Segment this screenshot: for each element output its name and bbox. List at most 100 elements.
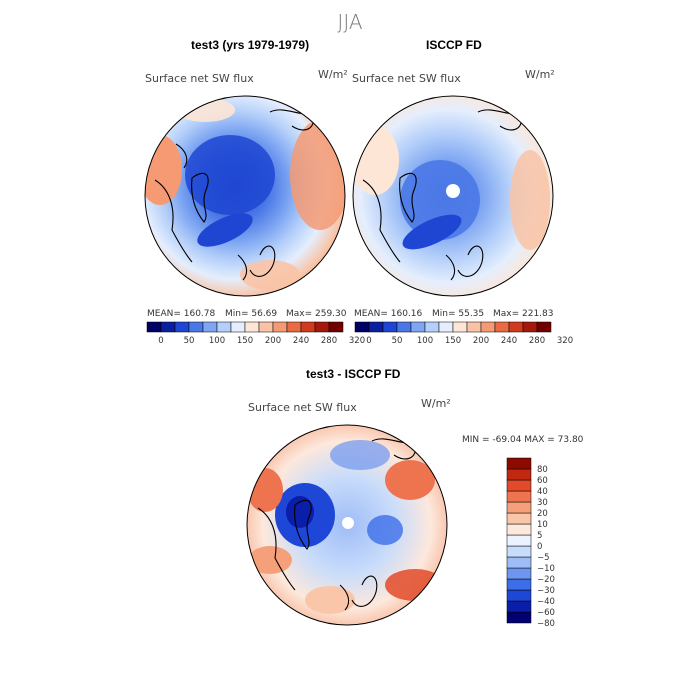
colorbar3-swatch (506, 523, 532, 536)
colorbar3-swatch (506, 501, 532, 514)
colorbar2-swatch (410, 321, 426, 333)
panel2-min: Min= 55.35 (432, 309, 485, 319)
panel1-units: W/m² (318, 68, 348, 81)
colorbar1-swatch (244, 321, 260, 333)
colorbar1-swatch (146, 321, 162, 333)
colorbar3-tick-label: −80 (537, 619, 555, 629)
colorbar2-swatch (354, 321, 370, 333)
colorbar2-swatch (480, 321, 496, 333)
colorbar1-swatch (216, 321, 232, 333)
colorbar2-tick-label: 240 (501, 336, 517, 346)
colorbar2-tick-label: 100 (417, 336, 433, 346)
colorbar3-tick-label: −60 (537, 608, 555, 618)
colorbar1-tick-label: 150 (237, 336, 253, 346)
map2-blobs (353, 125, 550, 250)
colorbar1-swatch (174, 321, 190, 333)
panel1-title: test3 (yrs 1979-1979) (191, 38, 310, 52)
colorbar2-swatch (368, 321, 384, 333)
colorbar2-swatch (396, 321, 412, 333)
colorbar1: 0 50 100 150 200 240 280 320 (146, 321, 365, 346)
panel1-min: Min= 56.69 (225, 309, 278, 319)
panel1-max: Max= 259.30 (286, 309, 347, 319)
map2-border (352, 95, 554, 297)
colorbar3-swatch (506, 512, 532, 525)
map1-border (144, 95, 346, 297)
colorbar1-swatch (188, 321, 204, 333)
colorbar2-tick-label: 50 (392, 336, 403, 346)
panel2-variable: Surface net SW flux (352, 72, 461, 85)
colorbar3-tick-label: 5 (537, 531, 542, 541)
colorbar2-swatch (452, 321, 468, 333)
colorbar2-tick-label: 320 (557, 336, 573, 346)
colorbar1-swatch (314, 321, 330, 333)
colorbar2-tick-label: 150 (445, 336, 461, 346)
season-title: JJA (337, 10, 363, 34)
panel3-range: MIN = -69.04 MAX = 73.80 (462, 435, 584, 445)
colorbar3-tick-label: −30 (537, 586, 555, 596)
colorbar1-tick-label: 240 (293, 336, 309, 346)
colorbar2-swatch (424, 321, 440, 333)
colorbar3-tick-label: 20 (537, 509, 548, 519)
colorbar2-swatch (508, 321, 524, 333)
colorbar3-swatch (506, 490, 532, 503)
colorbar3-swatch (506, 545, 532, 558)
panel2-units: W/m² (525, 68, 555, 81)
colorbar1-tick-label: 200 (265, 336, 281, 346)
colorbar3-tick-label: −20 (537, 575, 555, 585)
colorbar3-tick-label: 30 (537, 498, 548, 508)
colorbar3-swatch (506, 556, 532, 569)
colorbar3-swatch (506, 468, 532, 481)
panel3-title: test3 - ISCCP FD (306, 367, 401, 381)
colorbar3-swatch (506, 611, 532, 624)
colorbar1-swatch (202, 321, 218, 333)
colorbar3-tick-label: 40 (537, 487, 548, 497)
colorbar3-swatch (506, 567, 532, 580)
panel2-max: Max= 221.83 (493, 309, 554, 319)
colorbar2-swatch (466, 321, 482, 333)
colorbar1-tick-label: 280 (321, 336, 337, 346)
colorbar1-swatch (272, 321, 288, 333)
map3-panel (246, 424, 448, 626)
colorbar2-tick-label: 280 (529, 336, 545, 346)
colorbar3-tick-label: 0 (537, 542, 542, 552)
map3-blobs (247, 440, 445, 614)
colorbar3-swatch (506, 600, 532, 613)
panel3-units: W/m² (421, 397, 451, 410)
colorbar2-tick-label: 200 (473, 336, 489, 346)
colorbar2-swatch (536, 321, 552, 333)
colorbar3-swatch (506, 457, 532, 470)
colorbar2-swatch (494, 321, 510, 333)
colorbar2-swatch (438, 321, 454, 333)
colorbar1-tick-label: 320 (349, 336, 365, 346)
colorbar2: 0 50 100 150 200 240 280 320 (354, 321, 573, 346)
colorbar3-tick-label: −5 (537, 553, 550, 563)
colorbar1-swatch (230, 321, 246, 333)
colorbar1-tick-label: 50 (184, 336, 195, 346)
colorbar3-tick-label: −10 (537, 564, 555, 574)
colorbar3-tick-label: 10 (537, 520, 548, 530)
panel3-variable: Surface net SW flux (248, 401, 357, 414)
map1-blobs (145, 98, 345, 290)
map1-panel (144, 95, 346, 297)
colorbar3-swatch (506, 578, 532, 591)
colorbar2-swatch (382, 321, 398, 333)
colorbar3-swatch (506, 479, 532, 492)
colorbar3-tick-label: 60 (537, 476, 548, 486)
panel2-title: ISCCP FD (426, 38, 482, 52)
colorbar1-swatch (286, 321, 302, 333)
colorbar1-swatch (328, 321, 344, 333)
panel2-mean: MEAN= 160.16 (354, 309, 423, 319)
colorbar1-tick-label: 0 (158, 336, 163, 346)
colorbar2-swatch (522, 321, 538, 333)
colorbar3-tick-label: −40 (537, 597, 555, 607)
panel1-variable: Surface net SW flux (145, 72, 254, 85)
colorbar1-tick-label: 100 (209, 336, 225, 346)
colorbar3-swatch (506, 589, 532, 602)
colorbar2-tick-label: 0 (366, 336, 371, 346)
map3-coastlines (257, 438, 416, 611)
colorbar1-swatch (160, 321, 176, 333)
colorbar1-swatch (258, 321, 274, 333)
map2-panel (352, 95, 554, 297)
